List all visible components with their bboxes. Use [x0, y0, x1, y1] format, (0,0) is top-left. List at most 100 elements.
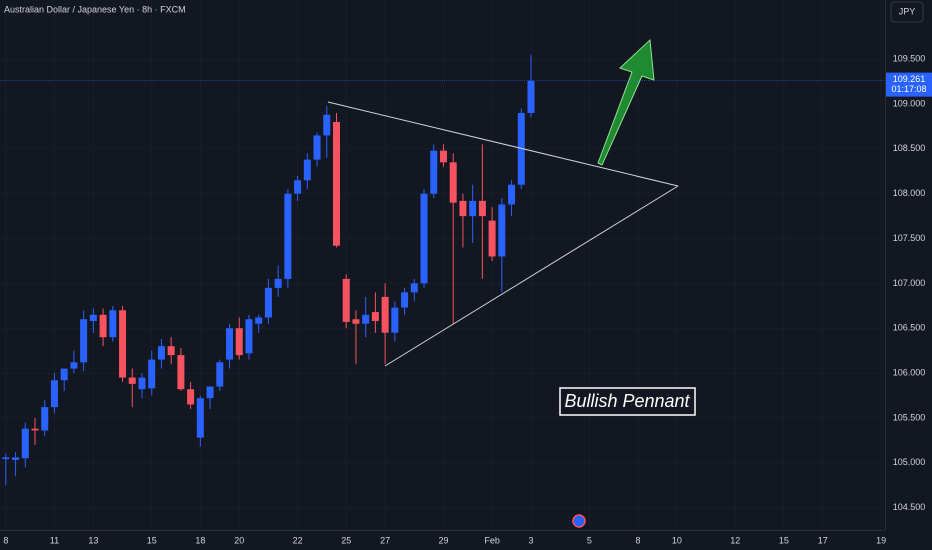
candle-body — [70, 362, 78, 369]
candle-body — [381, 296, 389, 333]
candle-body — [478, 200, 486, 217]
candle-body — [177, 355, 185, 390]
grid — [0, 0, 885, 530]
candle-body — [138, 377, 146, 390]
candle-body — [60, 368, 68, 381]
candle-body — [527, 80, 535, 113]
candle-body — [109, 310, 117, 338]
candle-body — [459, 200, 467, 217]
x-tick-label: 19 — [876, 535, 886, 545]
x-tick-label: 17 — [818, 535, 828, 545]
candle-body — [157, 346, 165, 360]
candle-body — [216, 362, 224, 387]
x-tick-label: 8 — [3, 535, 8, 545]
y-tick-label: 105.500 — [893, 412, 926, 422]
candle-body — [148, 359, 156, 389]
candle-body — [12, 457, 20, 461]
candle-body — [391, 307, 399, 333]
y-tick-label: 108.000 — [893, 188, 926, 198]
candle-body — [303, 159, 311, 181]
y-tick-label: 109.500 — [893, 54, 926, 64]
candle-body — [196, 398, 204, 438]
candle-body — [226, 328, 234, 360]
bullish-arrow — [597, 38, 655, 166]
x-tick-label: 27 — [380, 535, 390, 545]
pennant-upper-line — [327, 101, 679, 187]
x-tick-label: 3 — [528, 535, 533, 545]
candle-body — [206, 386, 214, 399]
candle-body — [469, 200, 477, 217]
candle-body — [41, 407, 49, 431]
candle-body — [264, 287, 272, 318]
x-tick-label: 8 — [635, 535, 640, 545]
y-tick-label: 109.000 — [893, 98, 926, 108]
last-price-label: 109.261 — [893, 74, 926, 84]
candle-body — [342, 278, 350, 322]
candle-body — [187, 389, 195, 405]
candle-body — [167, 346, 175, 356]
x-tick-label: 15 — [147, 535, 157, 545]
candle-body — [21, 428, 29, 459]
x-tick-label: 29 — [438, 535, 448, 545]
y-tick-label: 108.500 — [893, 143, 926, 153]
symbol-title: Australian Dollar / Japanese Yen · 8h · … — [4, 4, 186, 14]
candle-body — [498, 204, 506, 257]
candle-body — [80, 319, 88, 363]
event-icon[interactable] — [572, 514, 586, 528]
x-tick-label: 10 — [672, 535, 682, 545]
x-tick-label: 12 — [730, 535, 740, 545]
candle-body — [2, 457, 10, 460]
annotation-box — [559, 387, 696, 416]
candle-body — [410, 283, 418, 293]
candle-body — [508, 184, 516, 205]
candle-body — [245, 319, 253, 354]
currency-button[interactable] — [890, 1, 924, 23]
y-tick-label: 106.000 — [893, 367, 926, 377]
candle-body — [352, 319, 360, 324]
candle-body — [332, 121, 340, 246]
x-tick-label: 15 — [779, 535, 789, 545]
candle-body — [323, 114, 331, 136]
candle-body — [430, 150, 438, 194]
candle-body — [313, 135, 321, 160]
y-tick-label: 104.500 — [893, 502, 926, 512]
candle-body — [371, 312, 379, 322]
x-tick-label: 20 — [234, 535, 244, 545]
candle-body — [119, 310, 127, 378]
x-tick-label: 11 — [50, 535, 59, 545]
x-tick-label: 13 — [88, 535, 98, 545]
y-tick-label: 107.000 — [893, 278, 926, 288]
candle-body — [284, 193, 292, 279]
pennant-lower-line — [384, 185, 679, 367]
candle-body — [89, 314, 97, 322]
x-tick-label: 22 — [293, 535, 303, 545]
y-tick-label: 107.500 — [893, 233, 926, 243]
x-tick-label: 18 — [195, 535, 205, 545]
candle-body — [449, 162, 457, 203]
last-price-tag — [886, 72, 932, 97]
annotation-text: Bullish Pennant — [564, 391, 690, 411]
candle-body — [488, 220, 496, 257]
x-tick-label: 25 — [341, 535, 351, 545]
candle-body — [439, 150, 447, 163]
x-tick-label: Feb — [484, 535, 500, 545]
candle-body — [420, 193, 428, 284]
candle-body — [274, 278, 282, 288]
candle-body — [255, 317, 263, 324]
currency-label[interactable]: JPY — [899, 6, 916, 16]
candle-body — [128, 377, 136, 384]
candle-body — [235, 328, 243, 356]
candle-body — [99, 314, 107, 338]
candle-body — [50, 380, 58, 408]
y-tick-label: 105.000 — [893, 457, 926, 467]
candle-body — [31, 428, 39, 431]
candle-body — [401, 292, 409, 308]
candle-body — [294, 180, 302, 194]
candle-body — [362, 314, 370, 324]
countdown-label: 01:17:08 — [891, 84, 926, 94]
x-tick-label: 5 — [587, 535, 592, 545]
y-tick-label: 106.500 — [893, 323, 926, 333]
